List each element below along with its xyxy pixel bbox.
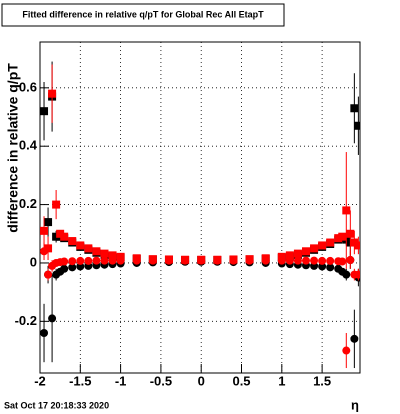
- x-tick-label: -1.5: [69, 373, 91, 388]
- marker: [48, 89, 57, 98]
- footer-date: Sat Oct 17 20:18:33 2020: [4, 400, 109, 410]
- marker: [326, 263, 335, 272]
- marker: [318, 241, 327, 250]
- marker: [108, 251, 117, 260]
- marker: [68, 263, 77, 272]
- marker: [52, 200, 61, 209]
- marker: [350, 334, 359, 343]
- y-tick-label: -0.2: [15, 313, 37, 328]
- marker: [40, 107, 49, 116]
- x-tick-label: -1: [115, 373, 127, 388]
- marker: [40, 226, 49, 235]
- plot-area: [40, 61, 360, 369]
- marker: [40, 247, 49, 256]
- marker: [346, 256, 355, 265]
- y-tick-label: 0.2: [19, 196, 37, 211]
- marker: [342, 270, 351, 279]
- marker: [76, 262, 85, 271]
- marker: [52, 232, 61, 241]
- y-axis-label: difference in relative q/pT: [5, 63, 21, 233]
- marker: [164, 256, 173, 265]
- marker: [60, 232, 69, 241]
- marker: [334, 234, 343, 243]
- marker: [301, 247, 310, 256]
- marker: [116, 256, 125, 265]
- marker: [301, 256, 310, 265]
- marker: [148, 256, 157, 265]
- title-box: [1, 3, 285, 27]
- y-tick-label: 0: [30, 254, 37, 269]
- marker: [342, 206, 351, 215]
- marker: [285, 256, 294, 265]
- marker: [197, 256, 206, 265]
- marker: [293, 256, 302, 265]
- marker: [293, 249, 302, 258]
- marker: [76, 256, 85, 265]
- marker: [44, 244, 53, 253]
- marker: [310, 256, 319, 265]
- marker: [261, 256, 270, 265]
- marker: [181, 256, 190, 265]
- marker: [92, 256, 101, 265]
- marker: [338, 257, 347, 266]
- x-tick-label: 1.5: [313, 373, 331, 388]
- marker: [342, 346, 351, 355]
- marker: [60, 257, 69, 266]
- marker: [354, 241, 360, 250]
- marker: [326, 256, 335, 265]
- plot-frame: [39, 41, 361, 374]
- marker: [350, 104, 359, 113]
- marker: [132, 256, 141, 265]
- marker: [310, 244, 319, 253]
- marker: [76, 241, 85, 250]
- marker: [92, 247, 101, 256]
- marker: [108, 256, 117, 265]
- marker: [68, 257, 77, 266]
- y-tick-label: 0.6: [19, 79, 37, 94]
- marker: [354, 270, 360, 279]
- marker: [277, 256, 286, 265]
- y-tick-label: 0.4: [19, 138, 38, 153]
- marker: [68, 237, 77, 246]
- marker: [84, 244, 93, 253]
- chart-title: Fitted difference in relative q/pT for G…: [22, 9, 264, 19]
- marker: [318, 262, 327, 271]
- marker: [48, 314, 57, 323]
- marker: [100, 249, 109, 258]
- x-tick-label: -2: [34, 373, 46, 388]
- marker: [100, 256, 109, 265]
- x-axis-label: η: [351, 397, 359, 412]
- x-tick-label: 1: [278, 373, 285, 388]
- x-tick-label: -0.5: [150, 373, 172, 388]
- marker: [354, 121, 360, 130]
- marker: [44, 218, 53, 227]
- marker: [229, 256, 238, 265]
- marker: [213, 256, 222, 265]
- marker: [346, 229, 355, 238]
- marker: [350, 238, 359, 247]
- marker: [245, 256, 254, 265]
- marker: [44, 270, 53, 279]
- x-tick-label: 0.5: [232, 373, 250, 388]
- marker: [338, 232, 347, 241]
- marker: [326, 238, 335, 247]
- marker: [40, 329, 49, 338]
- marker: [60, 264, 69, 273]
- x-tick-label: 0: [198, 373, 205, 388]
- marker: [56, 229, 65, 238]
- marker: [318, 256, 327, 265]
- marker: [285, 251, 294, 260]
- marker: [84, 256, 93, 265]
